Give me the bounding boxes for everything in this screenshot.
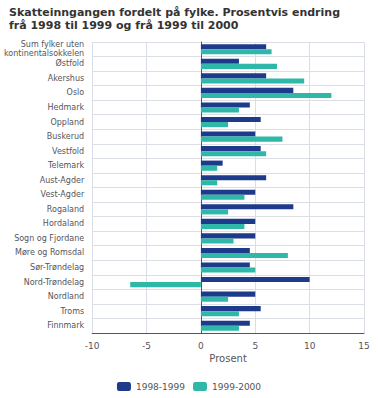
svg-text:Møre og Romsdal: Møre og Romsdal xyxy=(15,248,84,257)
svg-text:Aust-Agder: Aust-Agder xyxy=(40,176,85,185)
svg-text:Akershus: Akershus xyxy=(48,74,85,83)
svg-text:15: 15 xyxy=(358,341,369,351)
svg-text:Troms: Troms xyxy=(59,307,84,316)
svg-text:Skatteinngangen fordelt på fyl: Skatteinngangen fordelt på fylke. Prosen… xyxy=(9,6,340,19)
svg-text:kontinentalsokkelen: kontinentalsokkelen xyxy=(4,49,84,58)
svg-text:Nordland: Nordland xyxy=(48,292,84,301)
svg-text:Oppland: Oppland xyxy=(50,118,84,127)
svg-text:-5: -5 xyxy=(142,341,151,351)
svg-text:Hordaland: Hordaland xyxy=(43,219,84,228)
svg-text:0: 0 xyxy=(198,341,204,351)
svg-text:5: 5 xyxy=(252,341,258,351)
svg-text:Telemark: Telemark xyxy=(47,161,85,170)
svg-text:1999-2000: 1999-2000 xyxy=(212,382,261,392)
svg-text:Sør-Trøndelag: Sør-Trøndelag xyxy=(30,263,84,272)
svg-text:Rogaland: Rogaland xyxy=(47,205,84,214)
svg-text:Prosent: Prosent xyxy=(209,353,247,364)
svg-text:Sogn og Fjordane: Sogn og Fjordane xyxy=(14,234,84,243)
svg-text:-10: -10 xyxy=(85,341,100,351)
svg-text:10: 10 xyxy=(304,341,316,351)
svg-text:Oslo: Oslo xyxy=(67,88,85,97)
svg-text:Buskerud: Buskerud xyxy=(47,132,84,141)
svg-text:Østfold: Østfold xyxy=(56,58,85,68)
svg-text:Finnmark: Finnmark xyxy=(47,321,84,330)
svg-text:Nord-Trøndelag: Nord-Trøndelag xyxy=(24,278,84,287)
svg-text:Hedmark: Hedmark xyxy=(48,103,85,112)
svg-text:Vest-Agder: Vest-Agder xyxy=(41,190,85,199)
svg-text:1998-1999: 1998-1999 xyxy=(136,382,185,392)
svg-text:Vestfold: Vestfold xyxy=(52,147,84,156)
svg-text:Sum fylker uten: Sum fylker uten xyxy=(21,40,84,49)
svg-text:frå 1998 til 1999 og frå 1999: frå 1998 til 1999 og frå 1999 til 2000 xyxy=(9,19,239,32)
